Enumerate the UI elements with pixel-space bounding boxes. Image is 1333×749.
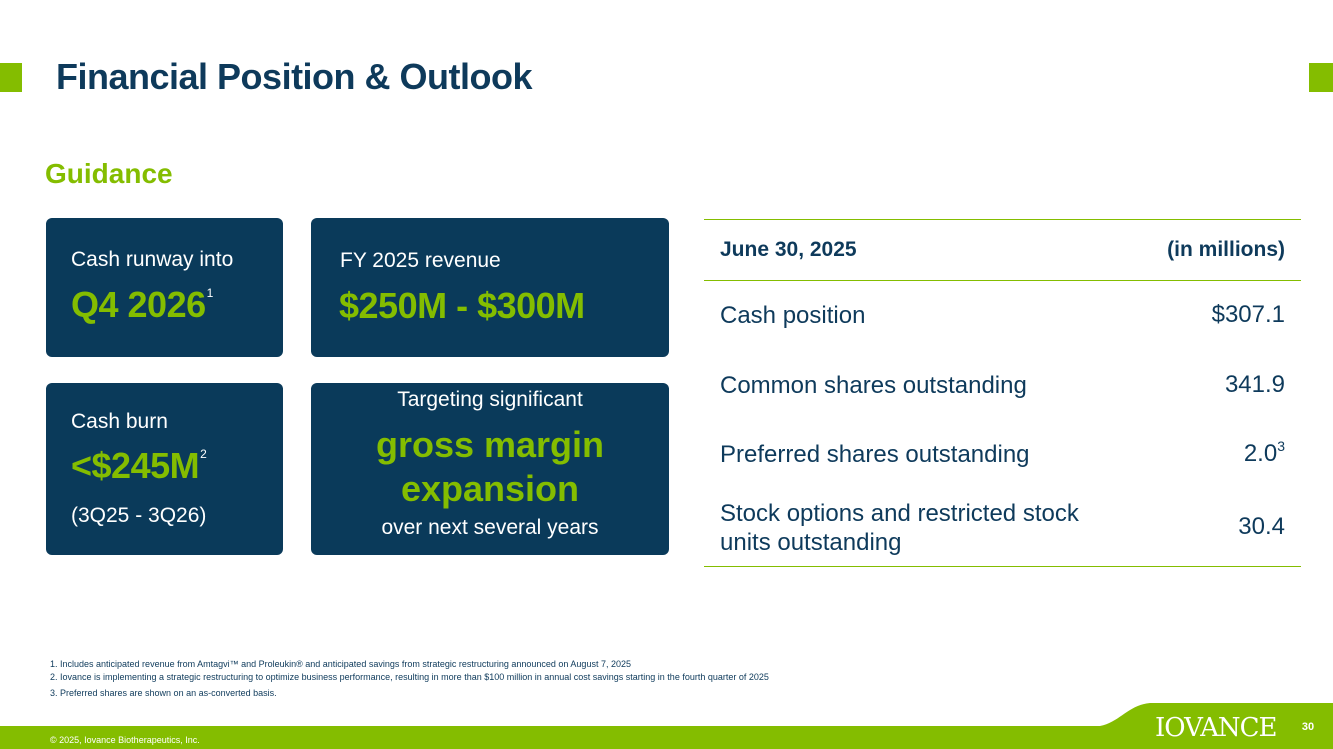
iovance-logo: IOVANCE bbox=[1155, 713, 1278, 743]
page-number-badge: 30 bbox=[1291, 710, 1325, 744]
row-value: 341.9 bbox=[1224, 371, 1285, 398]
card-value: gross margin expansion bbox=[375, 424, 605, 509]
card-cash-burn: Cash burn <$245M2 (3Q25 - 3Q26) bbox=[46, 383, 283, 555]
footnote-3: 3. Preferred shares are shown on an as-c… bbox=[50, 688, 277, 698]
footnote-marker: 3 bbox=[1277, 438, 1285, 454]
card-revenue: FY 2025 revenue $250M - $300M bbox=[311, 218, 669, 357]
page-number: 30 bbox=[1301, 721, 1315, 733]
row-label: Common shares outstanding bbox=[720, 372, 1027, 399]
footnote-2: 2. Iovance is implementing a strategic r… bbox=[50, 672, 769, 682]
row-value: 30.4 bbox=[1238, 513, 1285, 540]
card-label: Cash runway into bbox=[71, 248, 234, 271]
card-value: Q4 20261 bbox=[71, 284, 214, 325]
footnote-marker: 1 bbox=[206, 286, 214, 300]
footer-bar bbox=[0, 726, 1333, 749]
card-value: <$245M2 bbox=[71, 445, 207, 486]
card-cash-runway: Cash runway into Q4 20261 bbox=[46, 218, 283, 357]
row-label: Cash position bbox=[720, 302, 866, 329]
row-value: $307.1 bbox=[1211, 301, 1285, 328]
row-value: 2.03 bbox=[1243, 438, 1285, 467]
card-label: FY 2025 revenue bbox=[340, 249, 501, 272]
footer-wave-shape bbox=[1100, 703, 1333, 749]
card-sub: over next several years bbox=[381, 516, 599, 539]
card-value: $250M - $300M bbox=[339, 285, 585, 326]
table-header-rule bbox=[704, 280, 1301, 281]
table-header-units: (in millions) bbox=[1167, 238, 1285, 261]
card-label: Targeting significant bbox=[397, 388, 583, 411]
card-period: (3Q25 - 3Q26) bbox=[71, 504, 207, 527]
copyright: © 2025, Iovance Biotherapeutics, Inc. bbox=[50, 735, 200, 745]
footnote-1: 1. Includes anticipated revenue from Amt… bbox=[50, 659, 631, 669]
card-gross-margin: Targeting significant gross margin expan… bbox=[311, 383, 669, 555]
table-header-date: June 30, 2025 bbox=[720, 238, 857, 261]
page-title: Financial Position & Outlook bbox=[56, 56, 533, 97]
section-heading: Guidance bbox=[45, 158, 173, 189]
row-label: Preferred shares outstanding bbox=[720, 441, 1030, 468]
right-accent-bar bbox=[1309, 63, 1333, 92]
table-bottom-rule bbox=[704, 566, 1301, 567]
row-label: Stock options and restricted stock units… bbox=[720, 500, 1079, 556]
table-top-rule bbox=[704, 219, 1301, 220]
card-label: Cash burn bbox=[71, 410, 168, 433]
footnote-marker: 2 bbox=[200, 447, 207, 461]
left-accent-bar bbox=[0, 63, 22, 92]
